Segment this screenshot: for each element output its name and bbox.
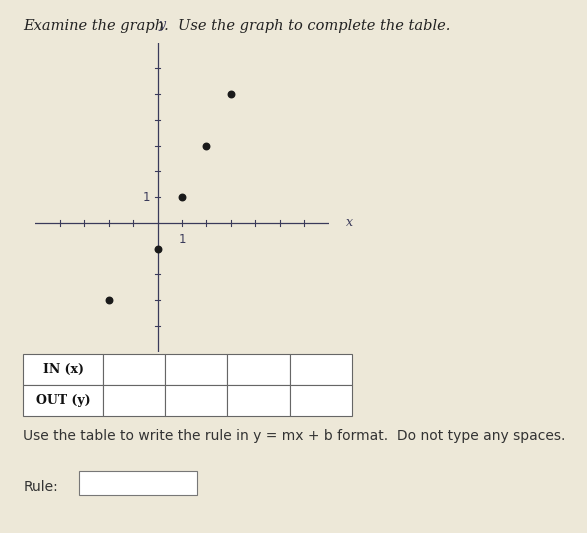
Text: Use the table to write the rule in y = mx + b format.  Do not type any spaces.: Use the table to write the rule in y = m… (23, 429, 566, 443)
Point (153, 245, 162, 253)
Text: y: y (158, 18, 166, 31)
Point (226, 90, 235, 99)
Text: 1: 1 (143, 191, 151, 204)
Text: Examine the graph.  Use the graph to complete the table.: Examine the graph. Use the graph to comp… (23, 19, 451, 33)
Text: IN (x): IN (x) (43, 364, 83, 376)
Text: Rule:: Rule: (23, 480, 58, 494)
Text: x: x (346, 216, 353, 230)
Point (177, 193, 187, 201)
Point (202, 141, 211, 150)
Text: 1: 1 (178, 233, 185, 246)
Text: OUT (y): OUT (y) (36, 394, 90, 407)
Point (104, 296, 113, 304)
